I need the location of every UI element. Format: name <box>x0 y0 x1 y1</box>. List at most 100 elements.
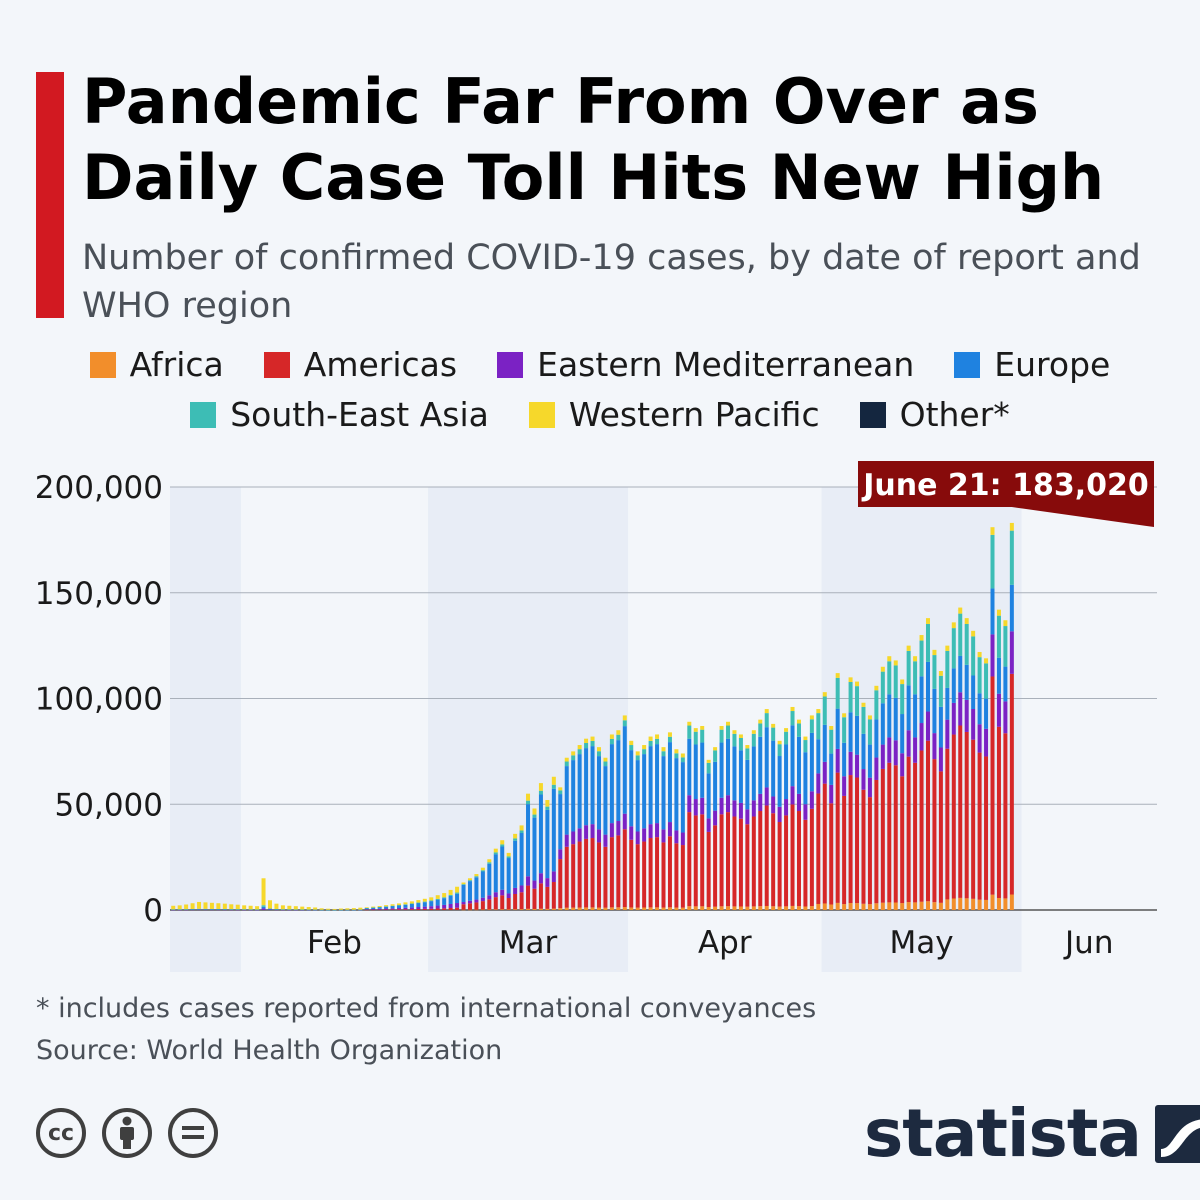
bar-segment <box>455 886 460 893</box>
bar-segment <box>577 907 582 910</box>
bar-segment <box>216 908 221 910</box>
bar-segment <box>261 878 266 906</box>
x-tick-label: Jun <box>1063 925 1113 961</box>
bar-segment <box>435 895 440 899</box>
source: Source: World Health Organization <box>36 1035 503 1066</box>
bar-segment <box>519 830 524 834</box>
bar-segment <box>880 703 885 745</box>
bar-segment <box>745 824 750 907</box>
bar-segment <box>680 845 685 908</box>
no-derivatives-icon[interactable] <box>168 1108 218 1158</box>
statista-logo[interactable]: statista <box>864 1094 1200 1174</box>
bar-segment <box>925 740 930 902</box>
bar-segment <box>571 907 576 910</box>
bar-segment <box>667 742 672 823</box>
bar-segment <box>913 694 918 738</box>
bar-segment <box>467 881 472 901</box>
bar-segment <box>984 698 989 729</box>
bar-segment <box>842 776 847 796</box>
bar-segment <box>493 848 498 853</box>
bar-segment <box>738 906 743 910</box>
bar-segment <box>751 800 756 817</box>
bar-segment <box>306 909 311 911</box>
bar-segment <box>461 909 466 911</box>
bar-segment <box>990 588 995 635</box>
bar-segment <box>642 745 647 750</box>
bar-segment <box>719 906 724 910</box>
bar-segment <box>622 720 627 727</box>
bar-segment <box>390 909 395 910</box>
bar-segment <box>738 750 743 803</box>
bar-segment <box>977 651 982 658</box>
bar-segment <box>719 742 724 798</box>
bar-segment <box>545 800 550 807</box>
bar-segment <box>197 901 202 909</box>
bar-segment <box>726 725 731 739</box>
bar-segment <box>996 609 1001 616</box>
bar-segment <box>590 740 595 747</box>
bar-segment <box>938 902 943 910</box>
attribution-icon[interactable] <box>102 1108 152 1158</box>
bar-segment <box>171 909 176 910</box>
bar-segment <box>177 909 182 910</box>
bar-segment <box>874 685 879 691</box>
bar-segment <box>390 906 395 909</box>
bar-segment <box>564 834 569 847</box>
bar-segment <box>667 732 672 737</box>
bar-segment <box>551 776 556 785</box>
bar-segment <box>680 762 685 833</box>
cc-icon[interactable]: cc <box>36 1108 86 1158</box>
bar-segment <box>803 906 808 910</box>
bar-segment <box>906 902 911 910</box>
bar-segment <box>1009 522 1014 531</box>
bar-segment <box>622 726 627 814</box>
bar-segment <box>758 723 763 737</box>
bar-segment <box>758 736 763 794</box>
bar-segment <box>958 725 963 898</box>
bar-segment <box>913 902 918 910</box>
bar-segment <box>319 908 324 910</box>
annotation-box <box>858 461 1154 527</box>
x-axis: Feb Mar Apr May Jun <box>307 925 1113 961</box>
legend-label-africa: Africa <box>129 345 224 384</box>
bar-segment <box>861 733 866 770</box>
legend-label-eastern-mediterranean: Eastern Mediterranean <box>537 345 915 384</box>
bar-segment <box>990 534 995 589</box>
bar-segment <box>564 766 569 835</box>
bar-segment <box>900 776 905 904</box>
bar-segment <box>835 708 840 749</box>
bar-segment <box>255 906 260 910</box>
bar-segment <box>951 702 956 735</box>
bar-segment <box>635 907 640 910</box>
bar-segment <box>377 909 382 911</box>
bar-segment <box>661 842 666 908</box>
bar-segment <box>726 795 731 813</box>
bar-segment <box>906 650 911 686</box>
bar-segment <box>655 823 660 838</box>
bar-segment <box>680 907 685 910</box>
x-tick-label: Feb <box>307 925 362 961</box>
bar-segment <box>506 898 511 910</box>
bar-segment <box>506 893 511 899</box>
bar-segment <box>642 828 647 842</box>
bar-segment <box>203 908 208 910</box>
bar-segment <box>745 759 750 810</box>
bar-segment <box>880 744 885 769</box>
bar-segment <box>693 731 698 745</box>
bar-segment <box>655 837 660 908</box>
bar-segment <box>822 696 827 725</box>
bar-segment <box>706 906 711 910</box>
bar-segment <box>713 747 718 751</box>
legend-item-south-east-asia: South-East Asia <box>190 394 489 436</box>
bar-segment <box>229 904 234 910</box>
bar-segment <box>764 787 769 806</box>
bar-segment <box>442 898 447 905</box>
bar-segment <box>809 808 814 907</box>
bar-segment <box>590 736 595 741</box>
bar-segment <box>190 909 195 910</box>
bar-segment <box>655 744 660 824</box>
bar-segment <box>816 713 821 740</box>
bar-segment <box>706 773 711 819</box>
bar-segment <box>1003 626 1008 667</box>
bar-segment <box>209 902 214 909</box>
